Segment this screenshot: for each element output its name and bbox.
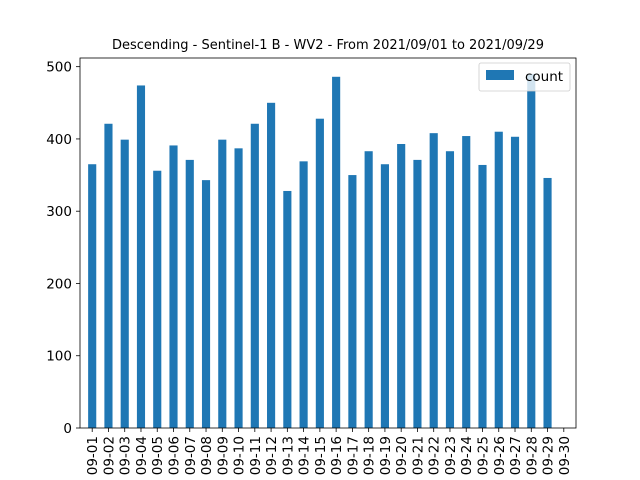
x-tick-label: 09-19 <box>378 436 394 475</box>
x-tick-label: 09-20 <box>394 436 410 475</box>
x-tick-label: 09-07 <box>183 436 199 475</box>
x-tick-label: 09-17 <box>345 436 361 475</box>
bar-09-19 <box>380 164 389 428</box>
bar-09-15 <box>315 118 324 428</box>
x-tick-label: 09-18 <box>362 436 378 475</box>
x-tick-label: 09-09 <box>215 436 231 475</box>
x-tick-label: 09-15 <box>313 436 329 475</box>
x-tick-label: 09-21 <box>410 436 426 475</box>
x-tick-label: 09-05 <box>150 436 166 475</box>
x-tick-label: 09-26 <box>492 436 508 475</box>
bar-09-16 <box>332 76 341 428</box>
bar-09-04 <box>136 85 146 428</box>
legend-swatch <box>486 70 514 80</box>
y-tick-label: 500 <box>46 60 72 76</box>
y-tick-label: 400 <box>46 132 72 148</box>
x-tick-label: 09-22 <box>427 436 443 475</box>
x-tick-label: 09-23 <box>443 436 459 475</box>
bar-09-10 <box>234 148 243 428</box>
y-tick-label: 0 <box>63 421 72 437</box>
x-tick-label: 09-04 <box>134 436 150 475</box>
bar-09-11 <box>250 123 259 428</box>
x-tick-label: 09-11 <box>248 436 264 475</box>
x-tick-label: 09-06 <box>167 436 183 475</box>
y-tick-label: 100 <box>46 349 72 365</box>
x-tick-label: 09-25 <box>475 436 491 475</box>
y-axis: 0 100 200 300 400 500 <box>46 60 80 437</box>
x-tick-label: 09-10 <box>232 436 248 475</box>
x-tick-label: 09-24 <box>459 436 475 475</box>
bar-09-26 <box>494 131 503 428</box>
bar-09-23 <box>445 151 455 428</box>
x-tick-label: 09-30 <box>557 436 573 475</box>
bar-09-25 <box>478 164 487 428</box>
x-tick-label: 09-03 <box>118 436 134 475</box>
bar-09-03 <box>120 139 129 428</box>
legend: count <box>478 62 571 92</box>
bar-09-17 <box>348 175 357 428</box>
x-tick-label: 09-08 <box>199 436 215 475</box>
legend-label: count <box>525 69 563 85</box>
bar-09-29 <box>543 177 552 428</box>
x-tick-label: 09-01 <box>85 436 101 475</box>
plot-frame <box>79 57 577 429</box>
bar-09-02 <box>104 123 113 428</box>
x-tick-label: 09-12 <box>264 436 280 475</box>
bar-09-24 <box>462 136 471 428</box>
bar-09-01 <box>88 164 97 428</box>
bar-09-14 <box>299 161 308 428</box>
bar-09-09 <box>218 139 227 428</box>
bar-09-08 <box>201 180 211 428</box>
bar-09-20 <box>397 143 406 428</box>
y-tick-label: 300 <box>46 204 72 220</box>
bar-09-21 <box>413 159 422 428</box>
bar-09-27 <box>510 136 520 428</box>
bar-09-06 <box>169 145 178 428</box>
y-tick-label: 200 <box>46 276 72 292</box>
x-tick-label: 09-14 <box>297 436 313 475</box>
bar-09-07 <box>185 159 194 428</box>
x-tick-label: 09-02 <box>101 436 117 475</box>
bar-09-12 <box>267 102 276 428</box>
chart-title: Descending - Sentinel-1 B - WV2 - From 2… <box>112 38 544 53</box>
x-tick-label: 09-28 <box>524 436 540 475</box>
x-tick-label: 09-27 <box>508 436 524 475</box>
x-tick-label: 09-29 <box>541 436 557 475</box>
bar-09-05 <box>153 170 162 428</box>
x-axis: 09-01 09-02 09-03 09-04 09-05 09-06 09-07 09-08… <box>85 428 573 475</box>
bar-09-22 <box>429 133 438 428</box>
bar-09-13 <box>283 190 292 428</box>
x-tick-label: 09-13 <box>280 436 296 475</box>
x-tick-label: 09-16 <box>329 436 345 475</box>
bars-group <box>88 73 552 428</box>
bar-09-18 <box>364 151 373 428</box>
bar-09-28 <box>527 73 536 428</box>
